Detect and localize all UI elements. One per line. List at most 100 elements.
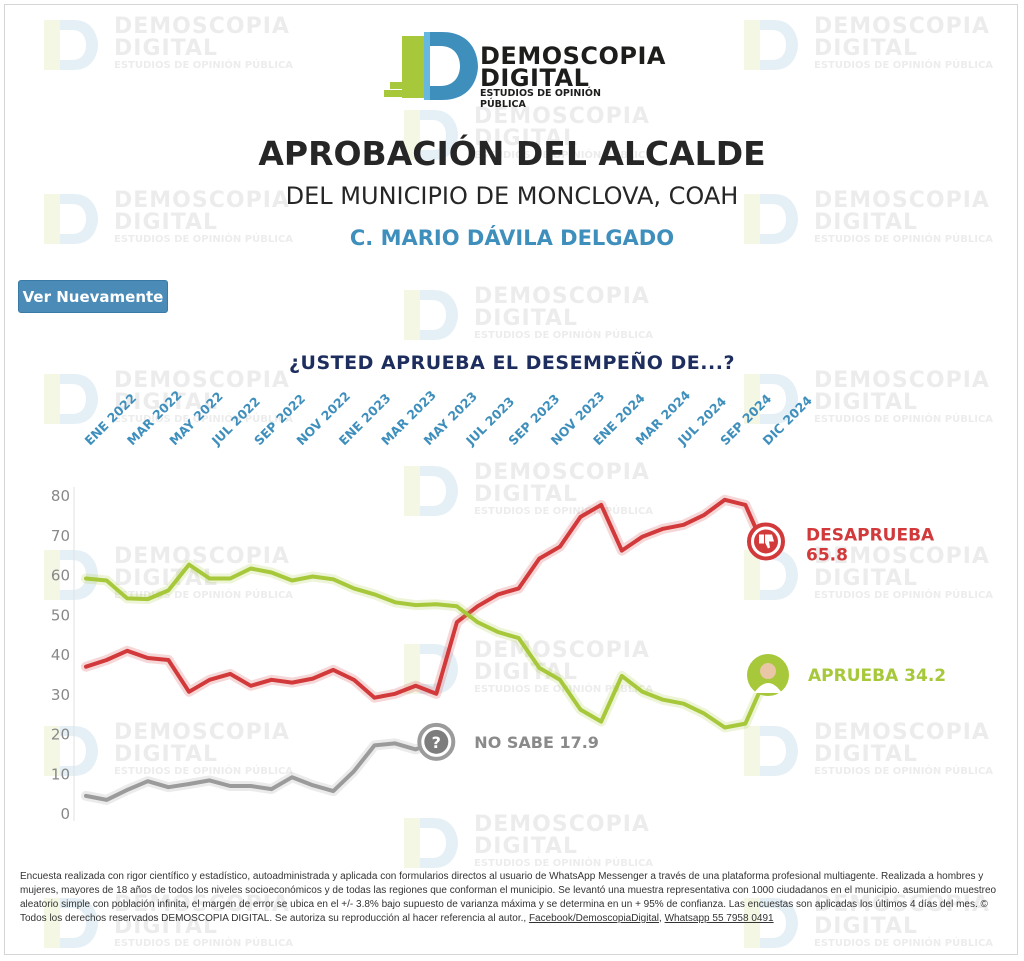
mayor-name: C. MARIO DÁVILA DELGADO — [349, 226, 675, 250]
facebook-link[interactable]: Facebook/DemoscopiaDigital — [528, 913, 660, 924]
question-mark-icon-fill — [424, 729, 449, 754]
data-point-aprueba — [269, 571, 273, 575]
data-point-aprueba — [414, 603, 418, 607]
data-point-aprueba — [372, 592, 376, 596]
data-point-aprueba — [208, 576, 212, 580]
y-tick-label: 80 — [51, 487, 70, 505]
data-point-desaprueba — [187, 690, 191, 694]
data-point-no-sabe — [249, 784, 253, 788]
data-point-aprueba — [537, 666, 541, 670]
data-point-desaprueba — [661, 527, 665, 531]
data-point-no-sabe — [228, 784, 232, 788]
data-point-desaprueba — [537, 557, 541, 561]
unknown-end-label: NO SABE 17.9 — [474, 733, 599, 752]
data-point-aprueba — [661, 698, 665, 702]
data-point-aprueba — [352, 586, 356, 590]
data-point-desaprueba — [331, 668, 335, 672]
data-point-desaprueba — [496, 592, 500, 596]
data-point-aprueba — [599, 720, 603, 724]
data-point-aprueba — [558, 678, 562, 682]
data-point-desaprueba — [579, 515, 583, 519]
data-point-no-sabe — [166, 785, 170, 789]
data-point-aprueba — [311, 574, 315, 578]
data-point-aprueba — [187, 563, 191, 567]
series-line-aprueba — [84, 562, 768, 730]
data-point-aprueba — [434, 602, 438, 606]
brand-tagline: ESTUDIOS DE OPINIÓN PÚBLICA — [480, 88, 601, 110]
data-point-desaprueba — [599, 503, 603, 507]
data-point-aprueba — [125, 596, 129, 600]
data-point-desaprueba — [372, 696, 376, 700]
data-point-desaprueba — [311, 677, 315, 681]
data-point-desaprueba — [352, 678, 356, 682]
data-point-no-sabe — [146, 779, 150, 783]
data-point-no-sabe — [331, 789, 335, 793]
data-point-aprueba — [455, 604, 459, 608]
data-point-aprueba — [476, 620, 480, 624]
data-point-aprueba — [393, 600, 397, 604]
data-point-no-sabe — [84, 794, 88, 798]
data-point-desaprueba — [434, 692, 438, 696]
data-point-aprueba — [496, 630, 500, 634]
data-point-aprueba — [228, 576, 232, 580]
data-point-no-sabe — [311, 783, 315, 787]
data-point-aprueba — [249, 567, 253, 571]
data-point-aprueba — [743, 722, 747, 726]
y-tick-label: 30 — [51, 686, 70, 704]
series-glow-aprueba — [81, 559, 771, 733]
data-point-no-sabe — [352, 769, 356, 773]
methodology-footer: Encuesta realizada con rigor científico … — [20, 871, 997, 924]
data-point-aprueba — [105, 578, 109, 582]
y-tick-label: 50 — [51, 606, 70, 624]
data-point-desaprueba — [743, 503, 747, 507]
data-point-desaprueba — [269, 678, 273, 682]
y-tick-label: 0 — [60, 805, 70, 823]
page-title: APROBACIÓN DEL ALCALDE — [258, 134, 766, 173]
replay-button[interactable]: Ver Nuevamente — [18, 280, 168, 313]
avatar-face — [760, 663, 776, 680]
data-point-desaprueba — [228, 672, 232, 676]
page-subtitle: DEL MUNICIPIO DE MONCLOVA, COAH — [285, 182, 739, 210]
data-point-desaprueba — [84, 665, 88, 669]
data-point-desaprueba — [166, 658, 170, 662]
series-line-no-sabe — [84, 739, 439, 802]
survey-question: ¿USTED APRUEBA EL DESEMPEÑO DE...? — [289, 352, 735, 374]
thumbs-down-glyph — [759, 534, 774, 549]
data-point-desaprueba — [517, 586, 521, 590]
data-point-aprueba — [620, 674, 624, 678]
brand-logo: DEMOSCOPIA DIGITAL ESTUDIOS DE OPINIÓN P… — [384, 28, 666, 110]
y-tick-label: 60 — [51, 567, 70, 585]
data-point-desaprueba — [249, 684, 253, 688]
data-point-aprueba — [146, 597, 150, 601]
data-point-no-sabe — [187, 782, 191, 786]
data-point-no-sabe — [393, 741, 397, 745]
data-point-desaprueba — [146, 656, 150, 660]
data-point-desaprueba — [455, 620, 459, 624]
y-tick-label: 40 — [51, 646, 70, 664]
data-point-aprueba — [723, 726, 727, 730]
data-point-desaprueba — [476, 604, 480, 608]
data-point-desaprueba — [558, 545, 562, 549]
data-point-aprueba — [702, 712, 706, 716]
data-point-desaprueba — [620, 549, 624, 553]
data-point-desaprueba — [682, 523, 686, 527]
brand-name-line2: DIGITAL — [480, 64, 590, 92]
approve-end-label: APRUEBA 34.2 — [808, 666, 946, 686]
data-point-aprueba — [290, 578, 294, 582]
data-point-desaprueba — [414, 684, 418, 688]
data-point-no-sabe — [372, 743, 376, 747]
page-frame — [4, 4, 1018, 955]
disapprove-end-label: DESAPRUEBA — [806, 525, 935, 545]
data-point-aprueba — [640, 690, 644, 694]
y-tick-label: 10 — [51, 765, 70, 783]
data-point-aprueba — [517, 636, 521, 640]
avatar-shirt — [754, 683, 782, 694]
data-point-aprueba — [579, 708, 583, 712]
y-tick-label: 20 — [51, 726, 70, 744]
data-point-no-sabe — [269, 787, 273, 791]
data-point-desaprueba — [702, 513, 706, 517]
whatsapp-link[interactable]: Whatsapp 55 7958 0491 — [664, 913, 774, 924]
y-tick-label: 70 — [51, 527, 70, 545]
methodology-text: Encuesta realizada con rigor científico … — [20, 871, 997, 924]
